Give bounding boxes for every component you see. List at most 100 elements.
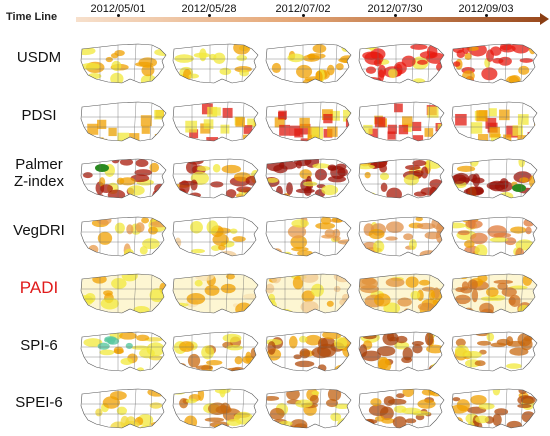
drought-patch <box>123 248 134 256</box>
drought-patch <box>226 344 243 350</box>
drought-patch <box>334 403 351 410</box>
drought-patch <box>456 165 476 172</box>
drought-patch <box>370 398 382 407</box>
drought-patch <box>138 57 158 68</box>
state-borders <box>174 159 256 198</box>
drought-patch <box>488 107 497 116</box>
drought-patch <box>100 297 119 310</box>
drought-patch <box>385 220 404 233</box>
drought-patch <box>173 78 188 83</box>
drought-patch <box>245 351 252 363</box>
map-outline <box>358 216 445 256</box>
drought-patch <box>394 103 403 112</box>
drought-patch <box>220 124 230 134</box>
drought-patch <box>508 74 521 83</box>
drought-patch <box>327 125 338 137</box>
map-base <box>173 44 258 83</box>
drought-map <box>263 208 355 260</box>
drought-patch <box>97 231 113 245</box>
drought-patch <box>322 331 342 339</box>
drought-patch <box>148 226 158 234</box>
drought-patch <box>499 191 514 198</box>
drought-patch <box>327 175 346 183</box>
drought-patch <box>235 116 245 127</box>
drought-patch <box>99 348 115 355</box>
drought-patch <box>363 124 373 134</box>
drought-patch <box>519 58 533 63</box>
drought-patch <box>308 55 316 61</box>
drought-patch <box>412 121 422 131</box>
drought-patch <box>490 46 502 56</box>
drought-map <box>263 323 355 375</box>
drought-patch <box>426 344 444 353</box>
drought-patch <box>409 238 417 250</box>
map-outline <box>172 388 259 429</box>
drought-patch <box>520 337 533 350</box>
map-outline <box>451 273 538 314</box>
drought-map <box>356 150 448 202</box>
drought-patch <box>393 405 407 413</box>
drought-patch <box>210 181 224 188</box>
drought-patch <box>493 279 514 284</box>
drought-patch <box>401 55 416 68</box>
drought-patch <box>412 410 431 416</box>
drought-patch <box>436 221 444 235</box>
drought-patch <box>255 130 258 141</box>
drought-patch <box>271 62 282 74</box>
drought-patch <box>506 362 522 369</box>
drought-patch <box>204 285 220 296</box>
drought-patch <box>207 106 218 117</box>
drought-patch <box>289 125 300 136</box>
drought-patch <box>411 340 424 346</box>
drought-patch <box>455 337 466 347</box>
drought-patch <box>386 187 402 198</box>
drought-patch <box>405 276 419 288</box>
map-outline <box>265 43 352 84</box>
drought-patch <box>278 110 287 119</box>
drought-patch <box>320 216 332 225</box>
row-label: SPEI-6 <box>15 394 63 411</box>
drought-patch <box>489 126 500 138</box>
drought-patch <box>519 177 529 183</box>
drought-patch <box>194 279 203 287</box>
drought-patch <box>139 245 148 255</box>
drought-patch <box>225 189 237 198</box>
drought-map <box>263 35 355 87</box>
drought-patch <box>518 65 530 75</box>
drought-patch <box>368 228 385 239</box>
state-borders <box>82 331 164 370</box>
map-outline <box>451 158 538 199</box>
drought-patch <box>374 116 386 127</box>
drought-patch <box>431 362 444 371</box>
state-borders <box>174 331 256 370</box>
drought-patch <box>141 216 150 223</box>
map-outline <box>451 388 538 429</box>
drought-patch <box>511 44 531 54</box>
drought-patch <box>373 59 382 67</box>
state-borders <box>267 216 349 255</box>
drought-patch <box>522 274 533 286</box>
drought-patch <box>424 127 434 137</box>
drought-patch <box>189 128 199 138</box>
drought-patch <box>369 138 381 141</box>
drought-patch <box>376 139 389 141</box>
state-borders <box>174 44 256 83</box>
drought-patch <box>374 415 385 422</box>
drought-patch <box>359 343 368 357</box>
drought-patch <box>149 288 166 303</box>
drought-patch <box>243 124 253 134</box>
map-outline <box>80 273 167 314</box>
map-base <box>359 101 444 141</box>
drought-patch <box>136 334 150 341</box>
state-borders <box>360 216 442 255</box>
drought-patch <box>330 110 340 121</box>
drought-patch <box>427 106 439 118</box>
drought-patch <box>141 64 155 77</box>
drought-patch <box>327 164 337 171</box>
timeline-tick <box>208 14 211 17</box>
drought-patch <box>206 359 223 365</box>
state-borders <box>82 159 164 198</box>
drought-patch <box>131 344 150 350</box>
drought-patch <box>501 287 517 297</box>
drought-patch <box>388 68 398 79</box>
